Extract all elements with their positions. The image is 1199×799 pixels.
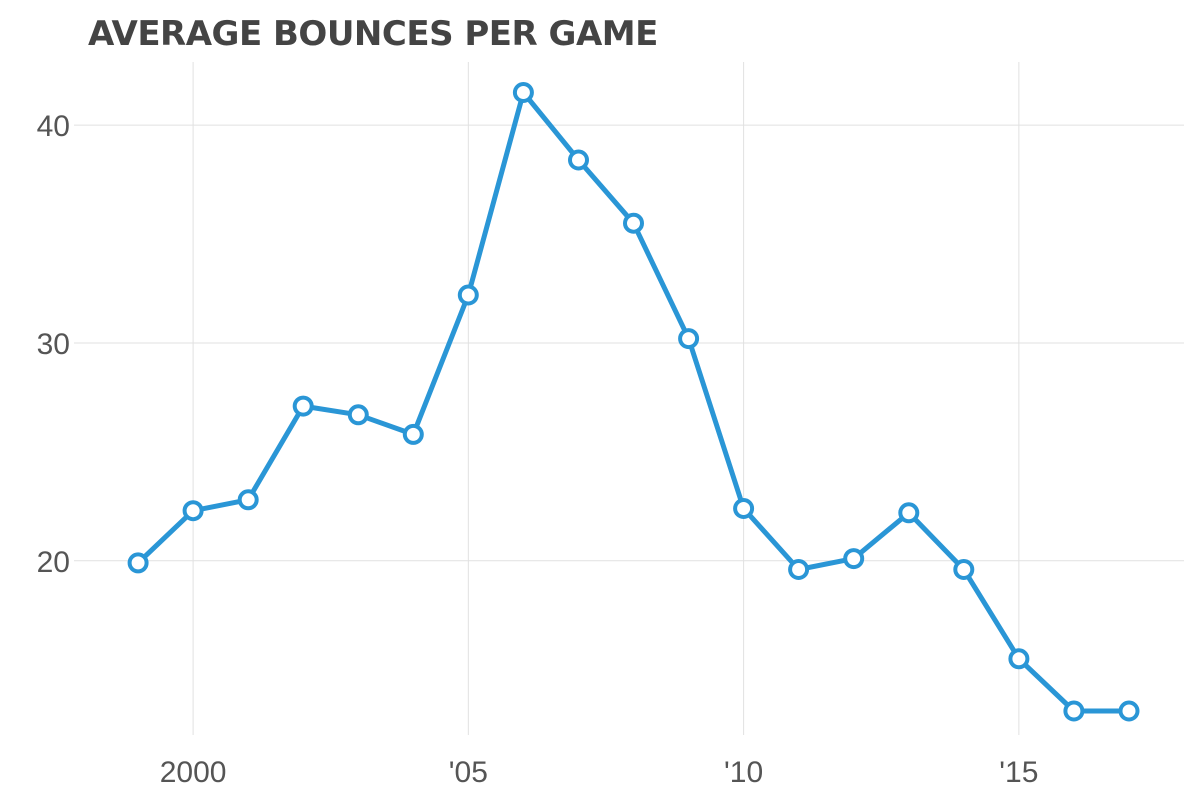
data-point[interactable]	[237, 489, 259, 511]
data-point[interactable]	[623, 212, 644, 234]
data-point[interactable]	[127, 552, 149, 574]
series-layer	[127, 82, 1140, 722]
data-point[interactable]	[568, 149, 589, 171]
data-point[interactable]	[512, 82, 534, 103]
data-point[interactable]	[182, 500, 204, 522]
axis-tick-labels: 2000 '05 '10 '15 20 30 40	[37, 110, 1039, 789]
grid-layer	[74, 62, 1184, 735]
data-point[interactable]	[953, 559, 975, 580]
y-tick-label: 30	[37, 328, 70, 361]
data-point[interactable]	[1063, 700, 1085, 722]
x-tick-label: '05	[449, 756, 488, 789]
data-point[interactable]	[292, 395, 314, 417]
y-tick-label: 40	[37, 110, 70, 143]
data-point[interactable]	[733, 498, 755, 519]
x-tick-label: 2000	[160, 756, 227, 789]
data-point[interactable]	[898, 502, 920, 524]
chart-title: AVERAGE BOUNCES PER GAME	[88, 14, 658, 54]
data-point[interactable]	[843, 548, 865, 570]
y-tick-label: 20	[37, 546, 70, 579]
data-point[interactable]	[347, 404, 369, 426]
data-point[interactable]	[678, 328, 700, 350]
data-point[interactable]	[1118, 700, 1140, 722]
data-point[interactable]	[788, 559, 810, 580]
x-tick-label: '15	[999, 756, 1038, 789]
x-tick-label: '10	[724, 756, 763, 789]
data-point[interactable]	[457, 284, 479, 306]
data-point[interactable]	[402, 423, 424, 445]
data-point[interactable]	[1008, 648, 1030, 670]
series-line	[135, 90, 1132, 714]
